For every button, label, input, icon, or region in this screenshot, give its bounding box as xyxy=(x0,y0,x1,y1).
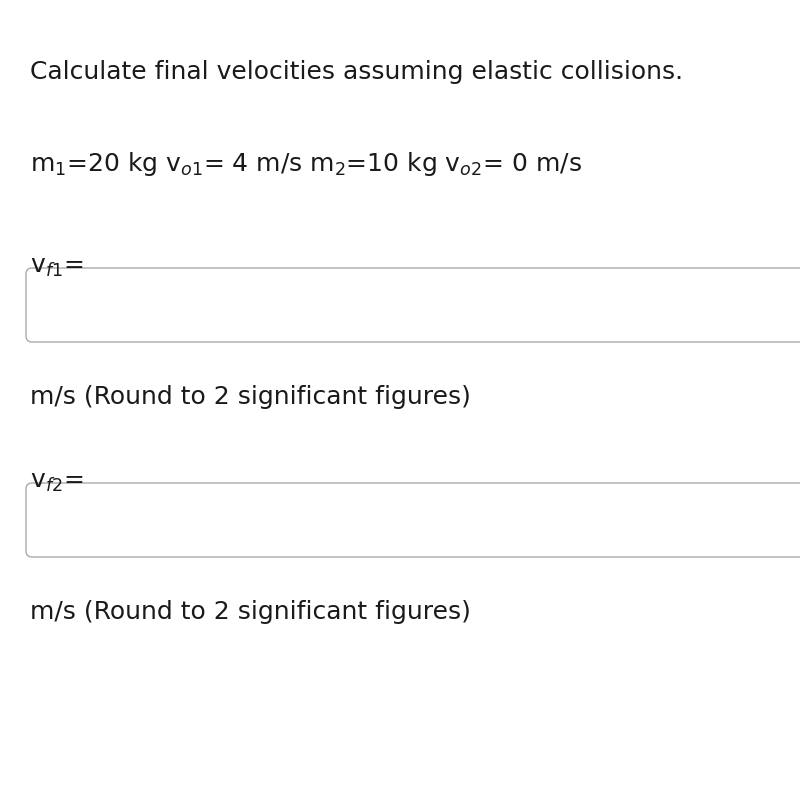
Text: m/s (Round to 2 significant figures): m/s (Round to 2 significant figures) xyxy=(30,385,471,409)
Text: Calculate final velocities assuming elastic collisions.: Calculate final velocities assuming elas… xyxy=(30,60,683,84)
Text: m/s (Round to 2 significant figures): m/s (Round to 2 significant figures) xyxy=(30,600,471,624)
Text: v$_{f2}$=: v$_{f2}$= xyxy=(30,470,83,494)
FancyBboxPatch shape xyxy=(26,268,800,342)
FancyBboxPatch shape xyxy=(26,483,800,557)
Text: v$_{f1}$=: v$_{f1}$= xyxy=(30,255,83,279)
Text: m$_1$=20 kg v$_{o1}$= 4 m/s m$_2$=10 kg v$_{o2}$= 0 m/s: m$_1$=20 kg v$_{o1}$= 4 m/s m$_2$=10 kg … xyxy=(30,150,582,178)
